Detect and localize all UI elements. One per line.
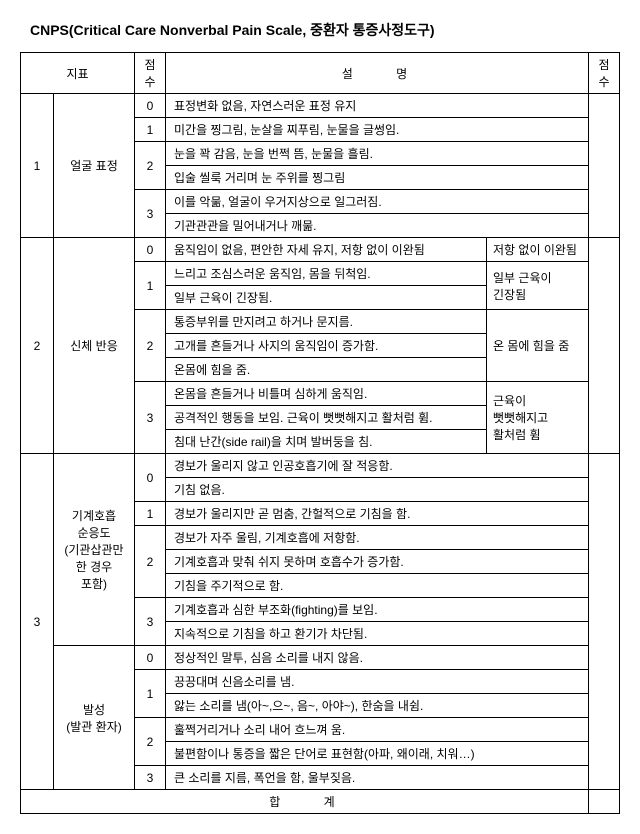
row-desc: 침대 난간(side rail)을 치며 발버둥을 침. [166,430,487,454]
row-desc: 끙끙대며 신음소리를 냄. [166,670,589,694]
row-desc: 기계호흡과 맞춰 쉬지 못하며 호흡수가 증가함. [166,550,589,574]
row-score: 2 [135,526,166,598]
total-cell [589,790,620,814]
score-cell [589,238,620,454]
row-score: 0 [135,454,166,502]
row-indicator: 얼굴 표정 [54,94,135,238]
row-desc: 통증부위를 만지려고 하거나 문지름. [166,310,487,334]
row-desc: 느리고 조심스러운 움직임, 몸을 뒤척임. [166,262,487,286]
row-score: 3 [135,598,166,646]
row-desc: 기침을 주기적으로 함. [166,574,589,598]
row-desc: 앓는 소리를 냄(아~,으~, 음~, 아야~), 한숨을 내쉼. [166,694,589,718]
row-score: 2 [135,310,166,382]
row-desc: 훌쩍거리거나 소리 내어 흐느껴 움. [166,718,589,742]
row-num: 1 [21,94,54,238]
row-right: 저항 없이 이완됨 [487,238,589,262]
row-desc: 기계호흡과 심한 부조화(fighting)를 보임. [166,598,589,622]
row-desc: 온몸을 흔들거나 비틀며 심하게 움직임. [166,382,487,406]
row-desc: 경보가 울리지 않고 인공호흡기에 잘 적응함. [166,454,589,478]
header-score: 점수 [135,53,166,94]
row-score: 2 [135,142,166,190]
row-desc: 정상적인 말투, 심음 소리를 내지 않음. [166,646,589,670]
row-score: 2 [135,718,166,766]
row-score: 1 [135,502,166,526]
header-indicator: 지표 [21,53,135,94]
row-num: 3 [21,454,54,790]
row-desc: 일부 근육이 긴장됨. [166,286,487,310]
row-desc: 경보가 울리지만 곧 멈춤, 간헐적으로 기침을 함. [166,502,589,526]
row-right: 온 몸에 힘을 줌 [487,310,589,382]
total-label: 합 계 [21,790,589,814]
row-score: 3 [135,766,166,790]
row-score: 0 [135,94,166,118]
row-score: 3 [135,190,166,238]
row-desc: 이를 악묾, 얼굴이 우거지상으로 일그러짐. [166,190,589,214]
row-indicator: 기계호흡 순응도 (기관삽관만 한 경우 포함) [54,454,135,646]
row-score: 1 [135,670,166,718]
score-cell [589,94,620,238]
row-desc: 표정변화 없음, 자연스러운 표정 유지 [166,94,589,118]
row-desc: 불편함이나 통증을 짧은 단어로 표현함(아파, 왜이래, 치워…) [166,742,589,766]
row-desc: 기관관관을 밀어내거나 깨묾. [166,214,589,238]
header-score2: 점수 [589,53,620,94]
row-desc: 미간을 찡그림, 눈살을 찌푸림, 눈물을 글썽임. [166,118,589,142]
row-indicator: 신체 반응 [54,238,135,454]
row-score: 0 [135,646,166,670]
row-desc: 공격적인 행동을 보임. 근육이 뻣뻣해지고 활처럼 휨. [166,406,487,430]
row-num: 2 [21,238,54,454]
row-score: 1 [135,118,166,142]
header-description: 설 명 [166,53,589,94]
row-desc: 눈을 꽉 감음, 눈을 번쩍 뜸, 눈물을 흘림. [166,142,589,166]
page-title: CNPS(Critical Care Nonverbal Pain Scale,… [30,20,620,40]
row-right: 근육이뻣뻣해지고활처럼 휨 [487,382,589,454]
row-desc: 기침 없음. [166,478,589,502]
row-desc: 움직임이 없음, 편안한 자세 유지, 저항 없이 이완됨 [166,238,487,262]
row-right: 일부 근육이긴장됨 [487,262,589,310]
row-desc: 입술 씰룩 거리며 눈 주위를 찡그림 [166,166,589,190]
row-score: 1 [135,262,166,310]
row-desc: 지속적으로 기침을 하고 환기가 차단됨. [166,622,589,646]
row-score: 3 [135,382,166,454]
row-score: 0 [135,238,166,262]
score-cell [589,454,620,790]
row-desc: 고개를 흔들거나 사지의 움직임이 증가함. [166,334,487,358]
row-indicator: 발성 (발관 환자) [54,646,135,790]
row-desc: 경보가 자주 울림, 기계호흡에 저항함. [166,526,589,550]
row-desc: 온몸에 힘을 줌. [166,358,487,382]
cnps-table: 지표 점수 설 명 점수 1 얼굴 표정 0 표정변화 없음, 자연스러운 표정… [20,52,620,814]
row-desc: 큰 소리를 지름, 폭언을 함, 울부짖음. [166,766,589,790]
